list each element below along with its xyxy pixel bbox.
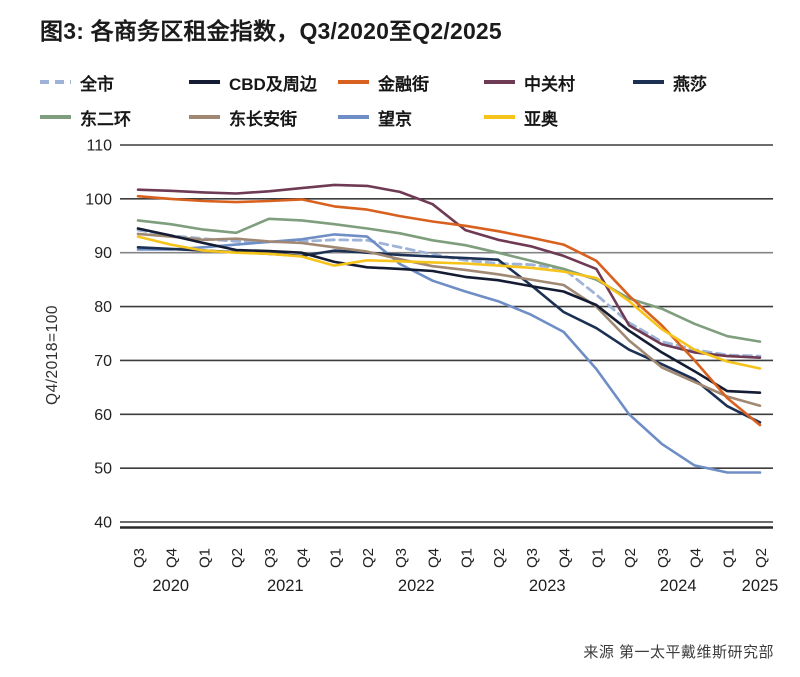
legend-label-东长安街: 东长安街: [229, 109, 297, 129]
legend-item-CBD及周边: CBD及周边: [189, 72, 317, 94]
legend-swatch-全市: [40, 80, 71, 84]
y-axis-label: Q4/2018=100: [44, 305, 61, 405]
legend-label-东二环: 东二环: [80, 109, 131, 129]
series-line-望京: [136, 233, 762, 474]
x-tick-label-1: Q4: [164, 548, 181, 568]
series-line-东二环: [136, 217, 762, 343]
legend-swatch-东二环: [40, 115, 71, 119]
y-tick-label-100: 100: [85, 191, 112, 208]
year-label-2022: 2022: [398, 577, 435, 595]
x-tick-label-0: Q3: [131, 548, 148, 568]
legend-swatch-东长安街: [189, 115, 220, 119]
legend-label-金融街: 金融街: [378, 74, 429, 94]
x-tick-label-9: Q4: [426, 548, 443, 568]
year-label-2020: 2020: [152, 577, 189, 595]
year-label-2025: 2025: [742, 577, 779, 595]
x-tick-label-12: Q3: [524, 548, 541, 568]
x-tick-label-10: Q1: [458, 548, 475, 568]
legend-label-CBD及周边: CBD及周边: [229, 74, 317, 94]
x-tick-label-11: Q2: [491, 548, 508, 568]
legend-item-全市: 全市: [40, 72, 114, 94]
source-attribution: 来源 第一太平戴维斯研究部: [583, 644, 774, 661]
x-tick-label-2: Q1: [196, 548, 213, 568]
legend-item-亚奥: 亚奥: [484, 107, 558, 129]
y-tick-label-110: 110: [86, 138, 112, 155]
legend-label-全市: 全市: [80, 74, 114, 94]
y-tick-label-60: 60: [94, 407, 112, 424]
legend-swatch-CBD及周边: [189, 80, 220, 84]
legend-item-金融街: 金融街: [338, 72, 429, 94]
series-line-东长安街: [136, 232, 762, 408]
y-tick-label-50: 50: [94, 461, 112, 478]
x-tick-label-16: Q3: [655, 548, 672, 568]
x-tick-label-7: Q2: [360, 548, 377, 568]
legend-swatch-燕莎: [633, 80, 664, 84]
series-line-金融街: [136, 194, 762, 427]
chart-title: 图3: 各商务区租金指数，Q3/2020至Q2/2025: [40, 18, 502, 44]
y-tick-label-40: 40: [94, 515, 112, 532]
legend-swatch-金融街: [338, 80, 369, 84]
x-tick-label-17: Q4: [688, 548, 705, 568]
x-tick-label-5: Q4: [295, 548, 312, 568]
legend-swatch-望京: [338, 115, 369, 119]
x-tick-label-8: Q3: [393, 548, 410, 568]
legend-item-望京: 望京: [338, 107, 412, 129]
legend-label-中关村: 中关村: [524, 74, 575, 94]
x-tick-label-18: Q1: [720, 548, 737, 568]
legend-item-中关村: 中关村: [484, 72, 575, 94]
legend-item-东长安街: 东长安街: [189, 107, 297, 129]
year-label-2024: 2024: [660, 577, 697, 595]
series-line-中关村: [136, 183, 762, 360]
y-tick-label-70: 70: [94, 353, 112, 370]
year-label-2023: 2023: [529, 577, 566, 595]
x-tick-label-14: Q1: [589, 548, 606, 568]
x-tick-label-13: Q4: [557, 548, 574, 568]
series-line-CBD及周边: [136, 227, 762, 395]
legend-label-望京: 望京: [378, 109, 412, 129]
y-tick-label-90: 90: [94, 245, 112, 262]
chart-legend: 全市 CBD及周边 金融街 中关村 燕莎东二环 东长安街 望京 亚奥: [0, 66, 800, 130]
series-line-亚奥: [136, 235, 762, 370]
y-tick-label-80: 80: [94, 299, 112, 316]
x-tick-label-15: Q2: [622, 548, 639, 568]
legend-swatch-亚奥: [484, 115, 515, 119]
x-tick-label-19: Q2: [753, 548, 770, 568]
year-label-2021: 2021: [267, 577, 304, 595]
x-tick-label-6: Q1: [327, 548, 344, 568]
legend-label-燕莎: 燕莎: [673, 74, 707, 94]
legend-item-东二环: 东二环: [40, 107, 131, 129]
x-tick-label-3: Q2: [229, 548, 246, 568]
legend-item-燕莎: 燕莎: [633, 72, 707, 94]
x-tick-label-4: Q3: [262, 548, 279, 568]
legend-label-亚奥: 亚奥: [524, 109, 558, 129]
legend-swatch-中关村: [484, 80, 515, 84]
